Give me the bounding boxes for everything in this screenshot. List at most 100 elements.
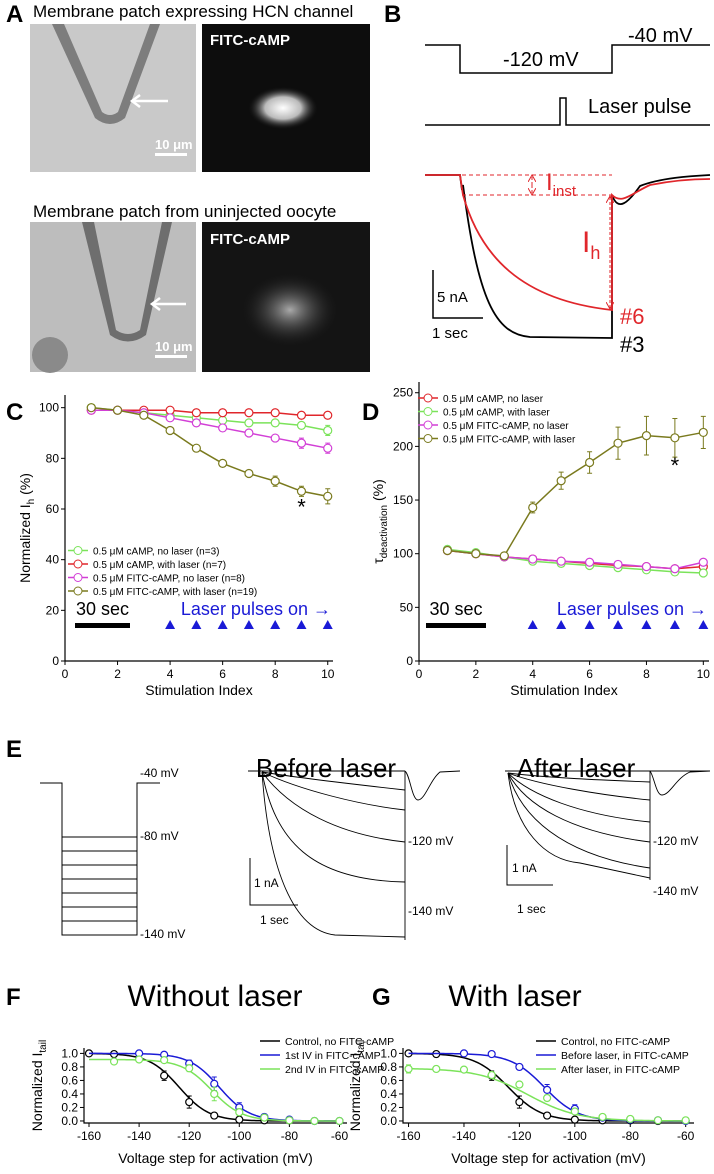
scale-label: 1 sec [432,325,468,342]
arrow-head [129,94,141,108]
label-main: I [582,226,590,259]
y-tick-label: 200 [393,439,413,453]
voltage-label: -40 mV [140,766,179,780]
after-traces [505,770,711,880]
chart-title: Without laser [127,980,302,1013]
y-tick-label: 0.0 [61,1114,78,1128]
data-point [670,433,680,443]
laser-pulse [296,620,307,629]
label-sub: tail [356,1040,367,1053]
y-tick-label: 100 [393,547,413,561]
y-tick-label: 0.2 [61,1100,78,1114]
laser-label: Laser pulses on → [181,599,331,619]
data-point [653,1116,663,1125]
scale-label: 10 μm [155,137,193,152]
x-axis-label: Stimulation Index [145,682,252,698]
data-point [270,476,280,486]
legend-label: 0.5 μM cAMP, no laser (n=3) [93,547,219,558]
fluorescence-spot [240,272,340,348]
y-tick-label: 0.2 [380,1100,397,1114]
legend-label: Control, no FITC-cAMP [285,1036,394,1048]
label-sub: h [26,499,37,505]
voltage-protocol [425,44,710,74]
data-point [260,1113,269,1122]
trace-label: #6 [620,304,644,329]
series-line [91,409,328,417]
data-point [191,408,201,418]
x-tick-label: 8 [643,667,650,681]
fit-curve [408,1067,686,1122]
data-point [613,438,623,448]
x-tick-label: -140 [452,1129,476,1143]
label-sub: h [590,243,600,263]
voltage-label: -120 mV [408,834,453,848]
panel-label: B [384,1,401,28]
laser-pulse [217,620,228,629]
label-sub: tail [38,1040,49,1053]
data-point [471,549,481,559]
y-tick-label: 100 [39,401,59,415]
laser-pulse [322,620,333,629]
axes [64,395,333,662]
label-main: Normalized I [17,504,33,583]
laser-pulse [270,620,281,629]
data-point [270,418,280,428]
legend-label: 0.5 μM cAMP, with laser (n=7) [93,560,226,571]
x-tick-label: 6 [219,667,226,681]
label-sub: inst [553,183,577,200]
x-tick-label: -140 [127,1129,151,1143]
laser-pulse [641,620,652,629]
laser-pulse [556,620,567,629]
axes [402,1048,694,1124]
panel-e: E -40 mV -80 mV -140 mV Before laser -12… [6,736,711,941]
data-point [210,1079,219,1088]
y-tick-label: 0.4 [61,1087,78,1101]
legend-marker [423,407,433,416]
legend-label: 1st IV in FITC-cAMP [285,1050,381,1062]
x-axis-label: Stimulation Index [510,682,617,698]
y-tick-label: 50 [400,600,414,614]
y-tick-label: 1.0 [61,1046,78,1060]
chart: F Without laser-160 -140 -120 -100 -80 -600.00… [6,980,394,1166]
data-point [270,408,280,418]
y-tick-label: 250 [393,386,413,400]
data-point [135,1055,144,1064]
panel-label: G [372,984,391,1011]
x-tick-label: 10 [321,667,335,681]
data-point [543,1085,552,1094]
data-point [296,410,307,420]
data-point [515,1062,524,1072]
data-point [570,1107,579,1116]
legend-marker [73,559,83,569]
x-tick-label: -120 [177,1129,201,1143]
brightfield-image [30,24,196,172]
data-point [515,1080,524,1089]
arrow-head [149,297,161,311]
data-point [244,468,254,479]
laser-pulse [698,620,709,629]
legend-label: 0.5 μM FITC-cAMP, no laser [443,421,569,432]
scale-bar [249,858,298,906]
oocyte-debris [32,337,68,373]
voltage-label: -80 mV [140,829,179,843]
data-point [165,425,175,436]
data-point [698,427,708,438]
y-tick-label: 0.6 [380,1073,397,1087]
legend-label: 0.5 μM FITC-cAMP, no laser (n=8) [93,574,245,585]
laser-pulse [165,620,176,629]
data-point [160,1056,169,1065]
data-point [598,1112,607,1122]
series-line [447,549,704,570]
data-point [235,1108,244,1117]
chart-title: With laser [448,980,581,1013]
panel-label: A [6,1,23,28]
x-tick-label: 0 [62,667,69,681]
data-point [543,1093,552,1103]
legend-label: 0.5 μM cAMP, no laser [443,394,544,405]
data-point [296,420,307,430]
laser-trace [425,97,710,126]
data-point [323,491,333,501]
label-main: Normalized I [29,1053,45,1132]
significance-mark: * [297,494,306,519]
